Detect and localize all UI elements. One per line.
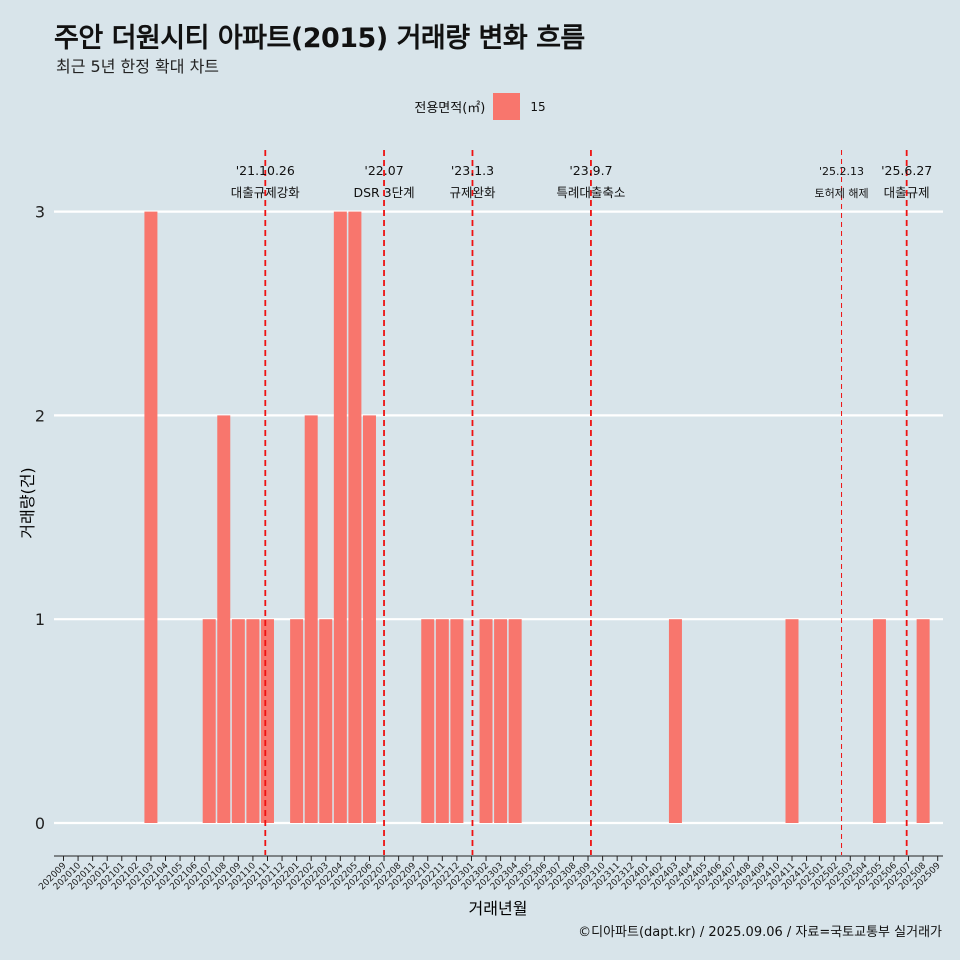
legend-title: 전용면적(㎡) [414, 101, 486, 116]
event-label: 대출규제강화 [231, 185, 301, 200]
legend: 전용면적(㎡) 15 [0, 93, 960, 120]
event-label: 토허제 해제 [814, 186, 868, 200]
bar-202107 [202, 619, 216, 823]
bar-202202 [304, 415, 318, 823]
bar-202212 [450, 619, 464, 823]
y-tick-label: 2 [35, 406, 45, 425]
bar-202203 [319, 619, 333, 823]
event-date: '25.6.27 [881, 163, 932, 178]
bar-202411 [785, 619, 799, 823]
bar-202110 [246, 619, 260, 823]
bar-202205 [348, 211, 362, 824]
bar-202108 [217, 415, 231, 823]
bar-202505 [872, 619, 886, 823]
x-axis-title: 거래년월 [469, 899, 528, 918]
bar-202206 [362, 415, 376, 823]
bar-202109 [231, 619, 245, 823]
bar-202403 [668, 619, 682, 823]
y-tick-label: 3 [35, 203, 45, 222]
y-tick-label: 1 [35, 610, 45, 629]
bar-202201 [290, 619, 304, 823]
bar-202302 [479, 619, 493, 823]
bar-202103 [144, 211, 158, 824]
bar-202508 [916, 619, 930, 823]
legend-key-swatch [493, 93, 521, 120]
event-date: '23.9.7 [569, 163, 612, 178]
bar-202303 [494, 619, 508, 823]
bar-202211 [435, 619, 449, 823]
x-axis: 2020092020102020112020122021012021022021… [37, 855, 943, 892]
source-caption: ©디아파트(dapt.kr) / 2025.09.06 / 자료=국토교통부 실… [578, 925, 942, 940]
chart-subtitle: 최근 5년 한정 확대 차트 [56, 57, 220, 76]
event-label: 대출규제 [884, 185, 930, 200]
bar-series [144, 211, 930, 824]
y-axis-title: 거래량(건) [18, 467, 37, 538]
event-date: '21.10.26 [236, 163, 295, 178]
event-label: 특례대출축소 [556, 185, 625, 200]
event-lines: '21.10.26 대출규제강화 '22.07 DSR 3단계 '23.1.3 규제완화 '… [231, 150, 932, 855]
legend-entry-label: 15 [530, 99, 546, 114]
bar-202210 [421, 619, 435, 823]
bar-202204 [333, 211, 347, 824]
event-label: DSR 3단계 [353, 185, 414, 200]
chart-title: 주안 더원시티 아파트(2015) 거래량 변화 흐름 [54, 23, 585, 54]
y-axis-ticks: 0 1 2 3 [35, 203, 45, 833]
bar-202111 [260, 619, 274, 823]
y-tick-label: 0 [35, 814, 45, 833]
event-date: '22.07 [364, 163, 403, 178]
event-date: '25.2.13 [819, 165, 864, 178]
event-label: 규제완화 [449, 185, 496, 200]
event-date: '23.1.3 [451, 163, 494, 178]
bar-202304 [508, 619, 522, 823]
